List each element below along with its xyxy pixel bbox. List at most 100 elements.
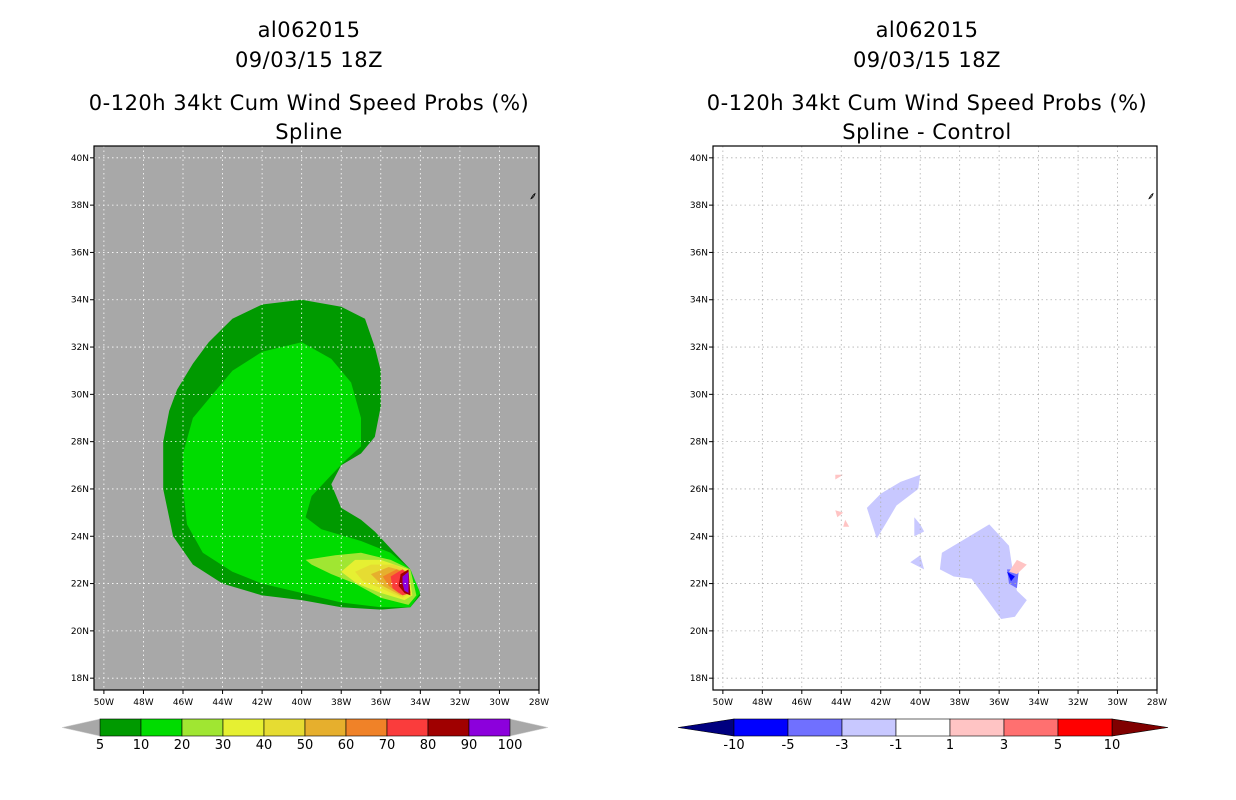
y-tick-label: 40N (71, 154, 89, 164)
colorbar-label: 50 (297, 738, 314, 753)
x-tick-label: 42W (252, 698, 272, 708)
colorbar-swatch (222, 718, 265, 737)
y-tick-label: 28N (71, 438, 89, 448)
y-tick-label: 32N (690, 343, 708, 353)
colorbar-swatch (841, 718, 897, 737)
x-tick-label: 40W (910, 698, 930, 708)
left-subtitle: Spline (275, 120, 343, 144)
x-tick-label: 48W (752, 698, 772, 708)
colorbar-swatch (263, 718, 306, 737)
y-tick-label: 26N (690, 485, 708, 495)
y-tick-label: 26N (71, 485, 89, 495)
x-tick-label: 50W (94, 698, 114, 708)
colorbar-label: 5 (96, 738, 104, 753)
right-subtitle: Spline - Control (842, 120, 1011, 144)
contour-level-neg1 (866, 474, 921, 539)
colorbar-label: 40 (256, 738, 273, 753)
colorbar-label: 90 (461, 738, 478, 753)
colorbar-swatch (386, 718, 429, 737)
colorbar-label: 100 (498, 738, 523, 753)
left-plot-area: 50W 48W 46W 44W 42W 40W 38W 36W 34W 32W 30W 28W 40N 3… (71, 145, 549, 708)
x-tick-label: 30W (1107, 698, 1127, 708)
contour-level-neg1 (910, 555, 925, 570)
right-plot-area: 50W 48W 46W 44W 42W 40W 38W 36W 34W 32W 30W 28W 40N 3… (690, 145, 1167, 708)
y-tick-label: 24N (71, 532, 89, 542)
colorbar-swatch (181, 718, 224, 737)
y-tick-label: 38N (690, 201, 708, 211)
colorbar-swatch (468, 718, 511, 737)
x-tick-label: 32W (1068, 698, 1088, 708)
colorbar-swatch (949, 718, 1005, 737)
left-panel: al062015 09/03/15 18Z 0-120h 34kt Cum Wi… (61, 18, 549, 753)
x-tick-label: 28W (529, 698, 549, 708)
y-tick-label: 20N (690, 627, 708, 637)
contour-level-neg5 (1007, 571, 1015, 582)
y-tick-label: 30N (690, 390, 708, 400)
x-tick-label: 40W (291, 698, 311, 708)
x-tick-label: 30W (489, 698, 509, 708)
colorbar-swatch (1057, 718, 1113, 737)
x-tick-label: 36W (371, 698, 391, 708)
right-colorbar: -10 -5 -3 -1 1 3 5 10 (677, 718, 1169, 753)
colorbar-label: 10 (1104, 738, 1121, 753)
x-tick-label: 42W (871, 698, 891, 708)
plot-frame (93, 145, 540, 691)
right-storm-id: al062015 (876, 18, 979, 42)
contour-level-neg1 (939, 524, 1027, 619)
colorbar-swatch (140, 718, 183, 737)
y-tick-label: 36N (71, 248, 89, 258)
colorbar-label: 20 (174, 738, 191, 753)
x-tick-label: 38W (331, 698, 351, 708)
y-tick-label: 24N (690, 532, 708, 542)
left-storm-id: al062015 (258, 18, 361, 42)
x-tick-label: 38W (949, 698, 969, 708)
colorbar-swatch (99, 718, 142, 737)
colorbar-arrow-high (1111, 718, 1169, 737)
x-tick-label: 44W (212, 698, 232, 708)
right-panel: al062015 09/03/15 18Z 0-120h 34kt Cum Wi… (677, 18, 1169, 753)
y-tick-label: 18N (690, 674, 708, 684)
colorbar-swatch (427, 718, 470, 737)
colorbar-swatch (787, 718, 843, 737)
x-tick-label: 48W (133, 698, 153, 708)
contour-level-1 (835, 510, 844, 518)
contour-level-1 (1009, 559, 1027, 575)
colorbar-arrow-high (509, 718, 549, 737)
x-tick-label: 34W (410, 698, 430, 708)
contour-level-neg1 (914, 517, 925, 537)
y-tick-label: 22N (71, 580, 89, 590)
right-title: 0-120h 34kt Cum Wind Speed Probs (%) (707, 91, 1147, 115)
y-tick-label: 34N (71, 296, 89, 306)
colorbar-swatch (733, 718, 789, 737)
colorbar-label: 1 (946, 738, 954, 753)
right-datetime: 09/03/15 18Z (853, 48, 1001, 72)
colorbar-label: 80 (420, 738, 437, 753)
colorbar-swatch (1003, 718, 1059, 737)
left-datetime: 09/03/15 18Z (235, 48, 383, 72)
y-tick-label: 36N (690, 248, 708, 258)
contour-level-90 (402, 571, 409, 593)
x-tick-label: 46W (792, 698, 812, 708)
x-tick-label: 44W (831, 698, 851, 708)
y-tick-label: 28N (690, 438, 708, 448)
colorbar-label: 3 (1000, 738, 1008, 753)
colorbar-label: 5 (1054, 738, 1062, 753)
colorbar-label: 30 (215, 738, 232, 753)
contour-level-1 (843, 519, 850, 527)
y-tick-label: 30N (71, 390, 89, 400)
y-tick-label: 38N (71, 201, 89, 211)
colorbar-swatch (895, 718, 951, 737)
x-tick-label: 50W (713, 698, 733, 708)
colorbar-label: 10 (133, 738, 150, 753)
colorbar-label: 60 (338, 738, 355, 753)
colorbar-arrow-low (677, 718, 735, 737)
colorbar-label: 70 (379, 738, 396, 753)
colorbar-label: -5 (782, 738, 795, 753)
plot-background (713, 146, 1157, 690)
y-tick-label: 18N (71, 674, 89, 684)
colorbar-swatch (304, 718, 347, 737)
colorbar-label: -3 (836, 738, 849, 753)
plot-frame (712, 145, 1158, 691)
y-tick-label: 20N (71, 627, 89, 637)
x-tick-label: 28W (1147, 698, 1167, 708)
